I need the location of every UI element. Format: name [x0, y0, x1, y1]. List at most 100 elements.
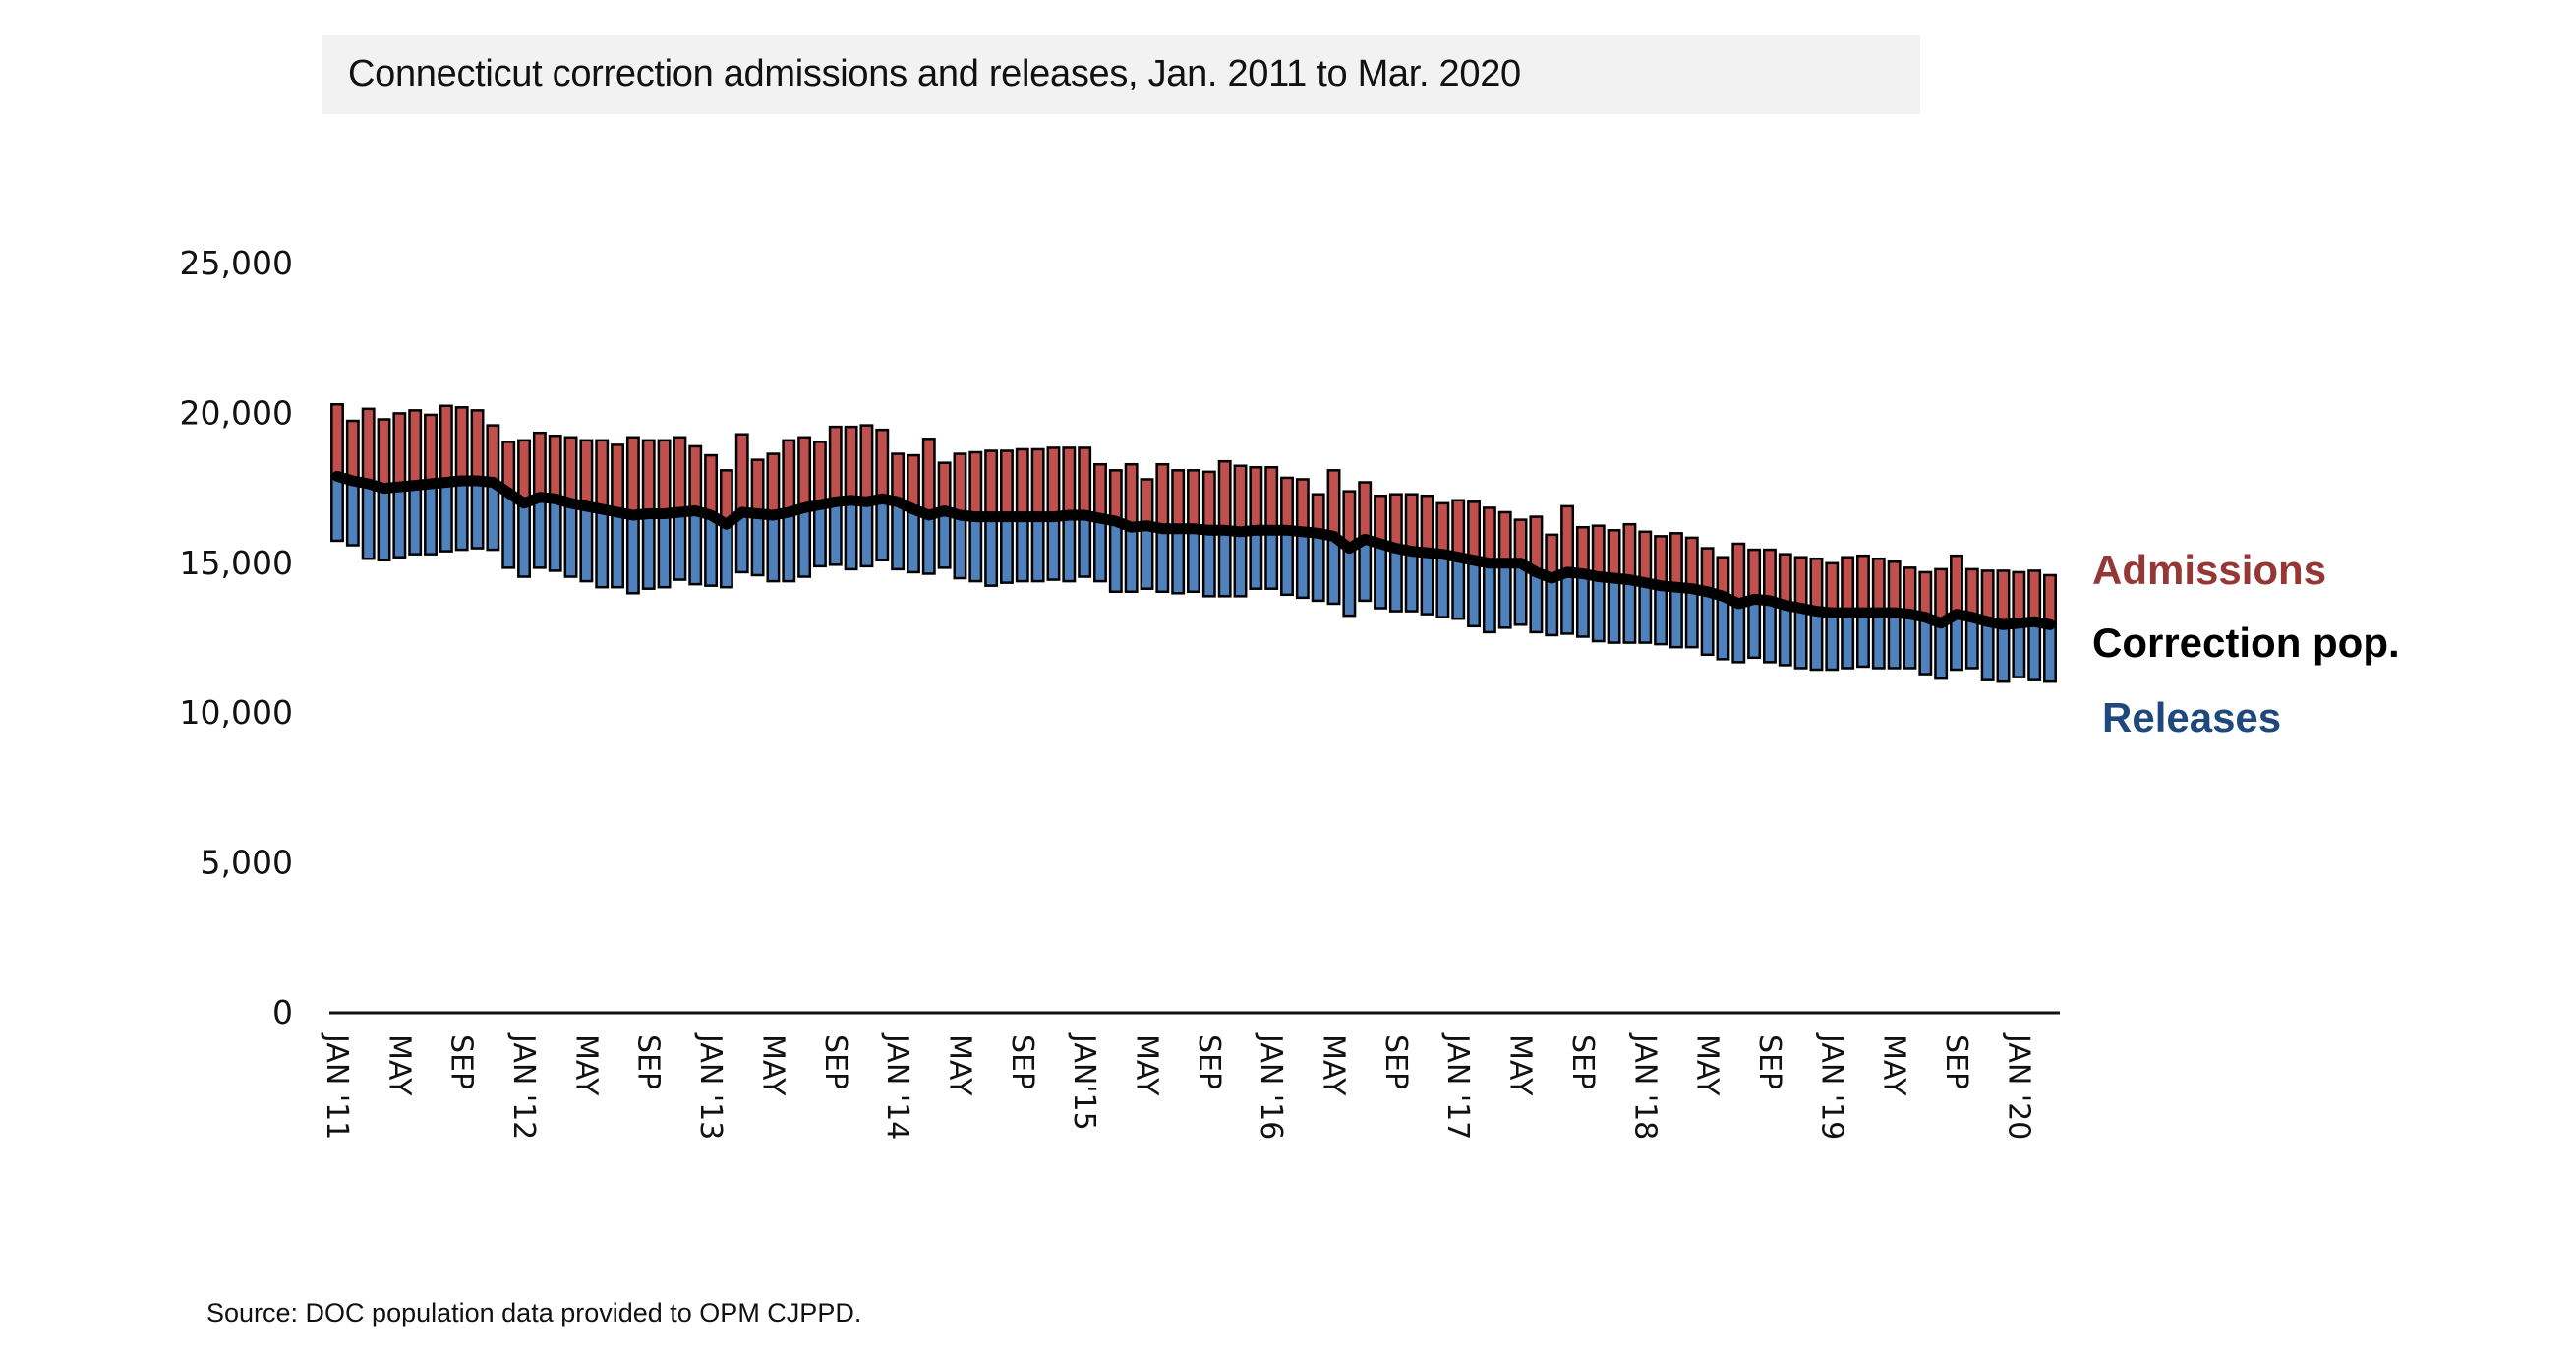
admissions-bar [454, 406, 469, 483]
releases-bar [1108, 519, 1123, 594]
admissions-bar [1622, 522, 1637, 581]
admissions-bar [1654, 535, 1669, 587]
releases-bar [532, 496, 547, 569]
x-tick-label: JAN '12 [506, 1032, 541, 1140]
admissions-bar [1700, 547, 1715, 594]
releases-bar [1264, 529, 1279, 590]
releases-bar [1467, 559, 1482, 628]
source-note: Source: DOC population data provided to … [206, 1298, 862, 1327]
x-tick-label: MAY [1129, 1034, 1163, 1096]
releases-bar [1497, 561, 1512, 629]
x-tick-label: MAY [1317, 1034, 1351, 1096]
releases-bar [797, 506, 812, 578]
releases-bar [1700, 590, 1715, 657]
admissions-bar [1000, 449, 1014, 518]
releases-bar [937, 509, 952, 569]
releases-bar [454, 479, 469, 552]
admissions-bar [657, 439, 672, 515]
x-axis: JAN '11 MAY SEP JAN '12 MAY SEP JAN '13 MAY SEP J… [320, 1032, 2035, 1140]
admissions-bar [859, 424, 874, 503]
releases-bar [579, 504, 594, 583]
releases-bar [1171, 527, 1186, 595]
releases-bar [906, 507, 920, 574]
admissions-bar [704, 453, 719, 517]
x-tick-label: JAN '20 [2001, 1032, 2035, 1140]
x-tick-label: SEP [631, 1034, 666, 1089]
releases-bar [439, 481, 453, 553]
admissions-bar [1078, 446, 1092, 517]
admissions-bar [1856, 554, 1870, 615]
releases-bar [392, 485, 407, 559]
admissions-bar [1903, 566, 1917, 616]
releases-bar [1793, 607, 1808, 670]
admissions-bar [1108, 469, 1123, 523]
admissions-bar [673, 436, 687, 514]
x-tick-label: JAN '14 [880, 1032, 914, 1140]
releases-bar [1934, 621, 1949, 680]
releases-bar [828, 500, 843, 566]
releases-bar [1404, 550, 1419, 613]
bars-group [330, 403, 2057, 683]
admissions-bar [1841, 556, 1855, 615]
admissions-bar [1124, 462, 1139, 529]
releases-bar [1731, 602, 1746, 664]
releases-bar [2012, 621, 2026, 678]
releases-bar [1155, 527, 1170, 594]
admissions-bar [548, 435, 562, 500]
admissions-bar [984, 449, 999, 518]
x-tick-label: SEP [1192, 1034, 1226, 1089]
admissions-bar [750, 458, 765, 515]
admissions-bar [1030, 447, 1045, 518]
admissions-bar [844, 425, 858, 502]
releases-bar [1295, 530, 1310, 600]
x-tick-label: JAN '19 [1814, 1032, 1848, 1140]
legend-correction-pop: Correction pop. [2092, 619, 2400, 666]
y-tick-label: 10,000 [180, 693, 293, 732]
admissions-bar [611, 443, 625, 514]
admissions-bar [1684, 536, 1699, 590]
admissions-bar [1404, 493, 1419, 553]
releases-bar [1964, 616, 1979, 670]
releases-bar [501, 491, 516, 569]
admissions-bar [1233, 464, 1248, 534]
y-axis: 0 5,000 10,000 15,000 20,000 25,000 [180, 244, 293, 1031]
releases-bar [470, 479, 485, 550]
releases-bar [1856, 611, 1870, 669]
admissions-bar [1793, 556, 1808, 610]
releases-bar [595, 507, 610, 589]
correction-pop-line [331, 470, 2056, 630]
releases-bar [424, 482, 438, 556]
y-tick-label: 5,000 [201, 844, 293, 882]
releases-bar [1311, 532, 1325, 603]
releases-bar [1747, 598, 1762, 660]
x-tick-label: MAY [568, 1034, 603, 1096]
admissions-bar [1964, 567, 1979, 618]
admissions-bar [1591, 524, 1606, 578]
admissions-bar [595, 439, 610, 511]
admissions-bar [766, 452, 781, 517]
releases-bar [1996, 623, 2011, 683]
admissions-bar [1249, 466, 1263, 532]
releases-bar [1388, 547, 1403, 613]
admissions-bar [968, 450, 983, 518]
admissions-bar [782, 439, 796, 514]
y-tick-label: 20,000 [180, 393, 293, 432]
chart-title-box: Connecticut correction admissions and re… [322, 35, 1920, 114]
admissions-bar [1825, 561, 1840, 615]
admissions-bar [1171, 469, 1186, 530]
admissions-bar [828, 425, 843, 503]
chart-title: Connecticut correction admissions and re… [348, 53, 1521, 94]
admissions-bar [470, 409, 485, 483]
releases-bar [921, 513, 936, 575]
admissions-bar [392, 412, 407, 489]
releases-bar [1871, 611, 1886, 670]
x-tick-label: MAY [1503, 1034, 1538, 1096]
admissions-bar [1374, 494, 1387, 546]
admissions-bar [1887, 560, 1902, 615]
admissions-bar [1980, 569, 1995, 623]
releases-bar [766, 513, 781, 583]
x-tick-label: JAN '11 [320, 1032, 354, 1140]
admissions-bar [921, 438, 936, 517]
admissions-bar [1871, 557, 1886, 615]
admissions-bar [1326, 469, 1341, 538]
